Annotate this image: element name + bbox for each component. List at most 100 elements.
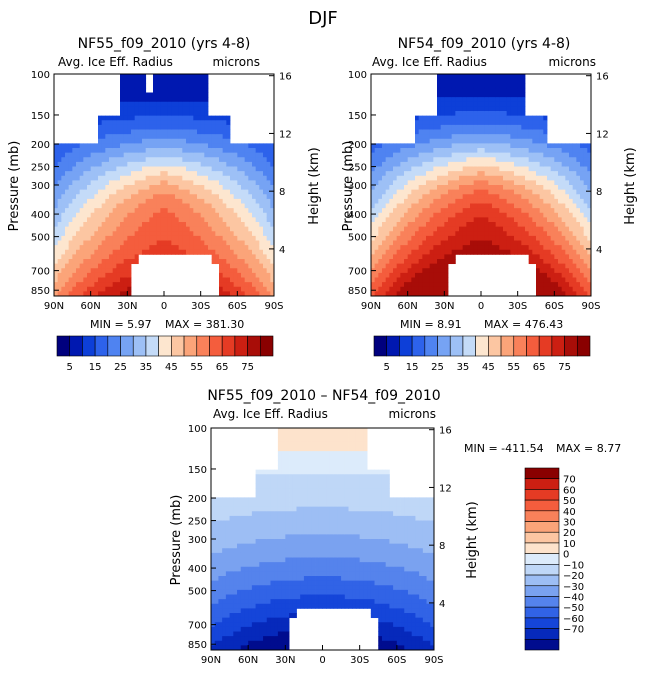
- contour-cell: [109, 138, 114, 144]
- contour-cell: [561, 272, 566, 278]
- contour-cell: [120, 148, 125, 154]
- contour-cell: [499, 97, 504, 103]
- contour-cell: [514, 134, 519, 140]
- contour-cell: [506, 175, 511, 181]
- contour-cell: [244, 566, 249, 572]
- contour-cell: [237, 286, 242, 292]
- contour-cell: [521, 212, 526, 218]
- colorbar-swatch: [145, 335, 159, 357]
- contour-cell: [266, 222, 271, 228]
- contour-cell: [400, 157, 405, 163]
- contour-cell: [222, 203, 227, 209]
- contour-cell: [226, 226, 231, 232]
- contour-cell: [517, 83, 522, 89]
- contour-cell: [222, 259, 227, 265]
- contour-cell: [83, 212, 88, 218]
- contour-cell: [536, 129, 541, 135]
- contour-cell: [197, 83, 202, 89]
- contour-cell: [440, 240, 445, 246]
- contour-cell: [565, 291, 570, 297]
- contour-cell: [255, 539, 260, 545]
- contour-cell: [211, 497, 216, 503]
- contour-cell: [237, 185, 242, 191]
- contour-cell: [237, 171, 242, 177]
- contour-cell: [142, 175, 147, 181]
- contour-cell: [587, 157, 592, 163]
- contour-cell: [263, 245, 268, 251]
- contour-cell: [248, 166, 253, 172]
- contour-cell: [145, 203, 150, 209]
- contour-cell: [539, 268, 544, 274]
- contour-cell: [451, 185, 456, 191]
- contour-cell: [411, 286, 416, 292]
- contour-cell: [127, 78, 132, 84]
- contour-cell: [481, 101, 486, 107]
- contour-cell: [54, 259, 59, 265]
- contour-cell: [462, 152, 467, 158]
- contour-cell: [123, 92, 128, 98]
- contour-cell: [433, 148, 438, 154]
- contour-cell: [57, 143, 62, 149]
- contour-cell: [61, 152, 66, 158]
- contour-cell: [218, 585, 223, 591]
- contour-cell: [415, 231, 420, 237]
- contour-cell: [211, 134, 216, 140]
- contour-cell: [164, 194, 169, 200]
- contour-cell: [222, 282, 227, 288]
- contour-cell: [422, 235, 427, 241]
- contour-cell: [109, 240, 114, 246]
- contour-cell: [466, 208, 471, 214]
- contour-cell: [543, 157, 548, 163]
- contour-cell: [503, 171, 508, 177]
- contour-cell: [521, 203, 526, 209]
- contour-cell: [153, 157, 158, 163]
- contour-cell: [189, 101, 194, 107]
- contour-cell: [517, 129, 522, 135]
- contour-cell: [175, 152, 180, 158]
- contour-cell: [134, 249, 139, 255]
- contour-cell: [248, 277, 253, 283]
- contour-cell: [98, 231, 103, 237]
- contour-cell: [528, 171, 533, 177]
- contour-cell: [90, 249, 95, 255]
- contour-cell: [580, 208, 585, 214]
- contour-cell: [134, 254, 139, 260]
- contour-cell: [189, 171, 194, 177]
- contour-cell: [237, 548, 242, 554]
- contour-cell: [116, 249, 121, 255]
- contour-cell: [525, 198, 530, 204]
- contour-cell: [444, 203, 449, 209]
- contour-cell: [101, 134, 106, 140]
- contour-cell: [218, 552, 223, 558]
- contour-cell: [422, 148, 427, 154]
- contour-cell: [418, 222, 423, 228]
- contour-cell: [87, 263, 92, 269]
- contour-cell: [225, 585, 230, 591]
- contour-cell: [433, 189, 438, 195]
- contour-cell: [149, 166, 154, 172]
- contour-cell: [112, 282, 117, 288]
- contour-cell: [123, 97, 128, 103]
- contour-cell: [263, 171, 268, 177]
- contour-cell: [186, 245, 191, 251]
- contour-cell: [145, 161, 150, 167]
- colorbar-label: 15: [406, 362, 419, 373]
- contour-cell: [543, 143, 548, 149]
- contour-cell: [415, 161, 420, 167]
- contour-cell: [237, 245, 242, 251]
- contour-cell: [225, 525, 230, 531]
- contour-cell: [558, 208, 563, 214]
- contour-cell: [156, 222, 161, 228]
- contour-cell: [68, 217, 73, 223]
- contour-cell: [473, 111, 478, 117]
- contour-cell: [218, 515, 223, 521]
- contour-cell: [466, 101, 471, 107]
- contour-cell: [492, 152, 497, 158]
- contour-cell: [65, 272, 70, 278]
- contour-cell: [160, 166, 165, 172]
- contour-cell: [510, 231, 515, 237]
- contour-cell: [440, 277, 445, 283]
- contour-cell: [266, 291, 271, 297]
- contour-cell: [116, 277, 121, 283]
- contour-cell: [521, 152, 526, 158]
